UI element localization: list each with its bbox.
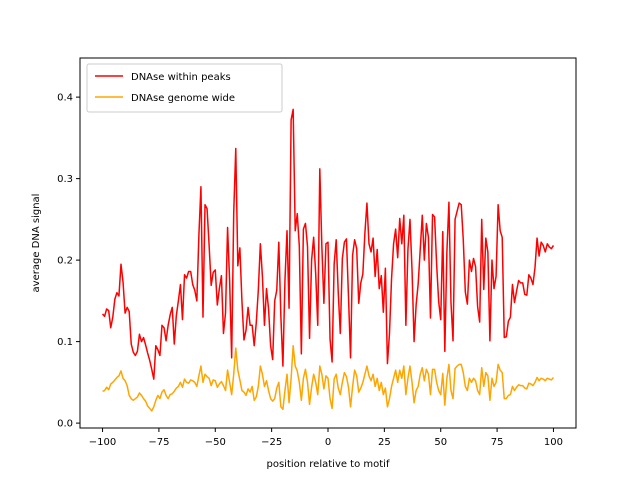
series-line-within-peaks bbox=[101, 108, 555, 380]
x-tick-label: −75 bbox=[148, 437, 169, 448]
legend-label-within-peaks: DNAse within peaks bbox=[131, 72, 231, 83]
y-tick-label: 0.3 bbox=[57, 174, 73, 185]
y-axis-label: average DNA signal bbox=[31, 194, 42, 293]
series-line-genome-wide bbox=[102, 344, 555, 412]
x-tick-label: 0 bbox=[325, 437, 331, 448]
x-tick-label: 75 bbox=[491, 437, 504, 448]
y-tick-label: 0.1 bbox=[57, 337, 73, 348]
x-axis-label: position relative to motif bbox=[267, 459, 390, 470]
x-tick-label: −25 bbox=[261, 437, 282, 448]
legend-box bbox=[86, 63, 283, 113]
y-axis-ticks: 0.0 0.1 0.2 0.3 0.4 bbox=[57, 93, 80, 430]
y-tick-label: 0.2 bbox=[57, 256, 73, 267]
x-axis-ticks: −100 −75 −50 −25 0 25 50 75 100 bbox=[89, 428, 563, 448]
y-tick-label: 0.4 bbox=[57, 93, 73, 104]
x-tick-label: 25 bbox=[378, 437, 391, 448]
plot-lines bbox=[101, 108, 555, 412]
x-tick-label: −100 bbox=[89, 437, 116, 448]
x-tick-label: 100 bbox=[544, 437, 563, 448]
x-tick-label: 50 bbox=[434, 437, 447, 448]
x-tick-label: −50 bbox=[205, 437, 226, 448]
y-tick-label: 0.0 bbox=[57, 419, 73, 430]
legend-label-genome-wide: DNAse genome wide bbox=[131, 93, 235, 104]
legend: DNAse within peaks DNAse genome wide bbox=[86, 63, 283, 113]
